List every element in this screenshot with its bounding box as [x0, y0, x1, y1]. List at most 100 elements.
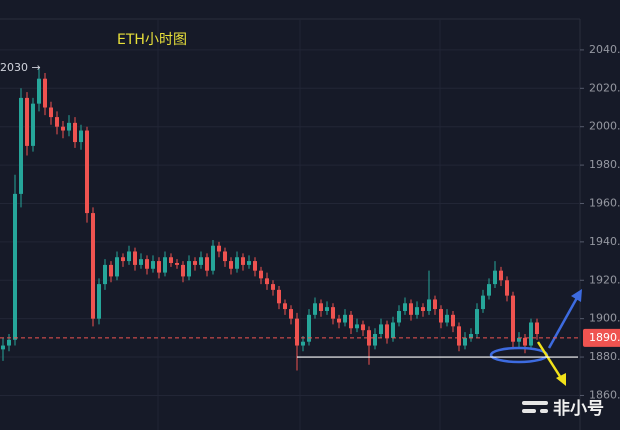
candle-body [7, 339, 11, 346]
watermark-icon [540, 409, 548, 413]
candle-body [85, 130, 89, 214]
candle-body [403, 303, 407, 311]
candle-body [67, 122, 71, 131]
candle-body [355, 324, 359, 329]
y-tick-label: 1960.0 [589, 196, 620, 209]
candle-body [115, 257, 119, 277]
watermark: 非小号 [522, 398, 604, 419]
candle-body [187, 261, 191, 277]
candle-body [343, 314, 347, 323]
candle-body [463, 337, 467, 346]
candle-body [175, 262, 179, 265]
candle-body [397, 310, 401, 323]
candle-body [193, 261, 197, 265]
candle-body [451, 314, 455, 327]
candle-body [469, 334, 473, 338]
candle-body [259, 270, 263, 279]
candle-body [457, 326, 461, 346]
candle-body [337, 318, 341, 323]
candle-body [37, 78, 41, 104]
candle-body [349, 314, 353, 329]
candle-body [127, 251, 131, 262]
candle-body [481, 295, 485, 310]
candle-body [517, 337, 521, 342]
candle-body [235, 257, 239, 269]
candle-body [379, 324, 383, 335]
last-price-label: 1890. [589, 331, 620, 344]
candle-body [277, 289, 281, 304]
candle-body [427, 299, 431, 311]
last-price-box [583, 328, 620, 347]
candle-body [133, 251, 137, 265]
candle-body [121, 257, 125, 262]
candle-body [415, 307, 419, 315]
candle-body [247, 261, 251, 265]
candle-body [265, 278, 269, 285]
candle-body [79, 130, 83, 143]
candle-body [199, 257, 203, 265]
candle-body [223, 251, 227, 262]
up-arrow [547, 295, 580, 349]
candle-body [271, 284, 275, 290]
candle-body [475, 309, 479, 335]
candle-body [439, 309, 443, 323]
candle-body [421, 307, 425, 311]
candle-body [505, 280, 509, 296]
down-arrow [536, 341, 563, 379]
candle-body [253, 261, 257, 271]
candle-body [529, 322, 533, 346]
candle-body [313, 303, 317, 315]
high-label: 2030 → [0, 61, 41, 74]
y-tick-label: 2040.0 [589, 43, 620, 56]
candle-body [61, 126, 65, 131]
candle-body [181, 264, 185, 277]
candle-body [43, 78, 47, 108]
candle-body [217, 245, 221, 252]
candle-body [241, 257, 245, 265]
y-tick-label: 1940.0 [589, 235, 620, 248]
candle-body [391, 322, 395, 338]
candle-body [1, 345, 5, 350]
candle-body [319, 303, 323, 311]
candle-body [139, 259, 143, 265]
vertical-grid [157, 19, 441, 430]
candle-body [25, 97, 29, 146]
candle-body [511, 295, 515, 342]
candle-body [433, 299, 437, 310]
candle-body [31, 103, 35, 146]
candle-body [295, 318, 299, 346]
candle-body [91, 213, 95, 319]
watermark-icon [522, 409, 536, 413]
candle-body [535, 322, 539, 335]
candle-body [109, 264, 113, 277]
candle-body [169, 257, 173, 263]
y-tick-label: 1860.0 [589, 388, 620, 401]
candle-body [493, 270, 497, 285]
candle-body [325, 307, 329, 311]
candle-body [283, 303, 287, 310]
candle-body [19, 97, 23, 194]
candle-body [13, 193, 17, 340]
candle-body [331, 307, 335, 319]
y-tick-label: 1920.0 [589, 273, 620, 286]
watermark-text: 非小号 [553, 398, 604, 419]
candle-body [487, 284, 491, 296]
candle-body [523, 337, 527, 346]
candle-body [307, 314, 311, 342]
candle-body [103, 264, 107, 285]
candle-body [499, 270, 503, 281]
candle-body [73, 122, 77, 143]
y-tick-label: 2020.0 [589, 81, 620, 94]
candle-body [49, 107, 53, 118]
candle-body [301, 341, 305, 346]
candle-body [205, 257, 209, 271]
candle-body [361, 324, 365, 331]
candle-body [367, 330, 371, 346]
candle-body [445, 314, 449, 323]
candle-body [97, 284, 101, 319]
watermark-icon [522, 401, 548, 405]
down-arrowhead [556, 373, 566, 386]
